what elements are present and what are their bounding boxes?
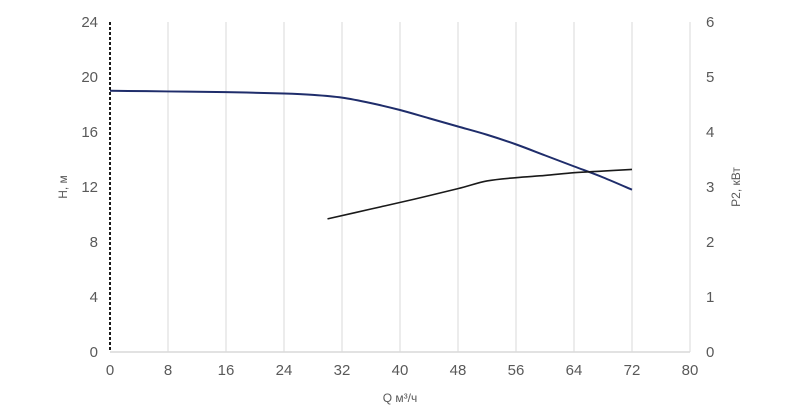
x-tick-label: 56 (508, 362, 525, 379)
y-right-tick-label: 2 (706, 234, 714, 251)
y-right-tick-label: 1 (706, 289, 714, 306)
head-curve-line (109, 89, 633, 191)
x-axis-title: Q м³/ч (383, 391, 418, 405)
y-left-tick-label: 4 (90, 289, 98, 306)
y-left-tick-label: 0 (90, 344, 98, 361)
axes (109, 22, 691, 353)
x-tick-label: 64 (566, 362, 583, 379)
y-right-tick-labels: 0 1 2 3 4 5 6 (706, 14, 714, 361)
x-tick-label: 8 (164, 362, 172, 379)
power-curve-line (327, 168, 633, 220)
x-tick-label: 72 (624, 362, 641, 379)
y-left-tick-label: 20 (81, 69, 98, 86)
y-left-axis-title: H, м (56, 175, 70, 199)
y-left-tick-label: 24 (81, 14, 98, 31)
x-tick-label: 48 (450, 362, 467, 379)
x-tick-label: 16 (218, 362, 235, 379)
x-tick-label: 24 (276, 362, 293, 379)
x-tick-labels: 0 8 16 24 32 40 48 56 64 72 80 (106, 362, 699, 379)
y-right-tick-label: 5 (706, 69, 714, 86)
y-left-tick-label: 12 (81, 179, 98, 196)
y-right-tick-label: 0 (706, 344, 714, 361)
x-tick-label: 32 (334, 362, 351, 379)
vertical-gridlines (167, 22, 691, 352)
y-right-tick-label: 6 (706, 14, 714, 31)
y-left-tick-labels: 0 4 8 12 16 20 24 (81, 14, 98, 361)
x-tick-label: 80 (682, 362, 699, 379)
y-left-tick-label: 8 (90, 234, 98, 251)
y-right-tick-label: 3 (706, 179, 714, 196)
x-tick-label: 40 (392, 362, 409, 379)
x-tick-label: 0 (106, 362, 114, 379)
y-right-axis-title: P2, кВт (729, 167, 743, 207)
y-right-tick-label: 4 (706, 124, 714, 141)
y-left-tick-label: 16 (81, 124, 98, 141)
series-group (109, 89, 633, 220)
